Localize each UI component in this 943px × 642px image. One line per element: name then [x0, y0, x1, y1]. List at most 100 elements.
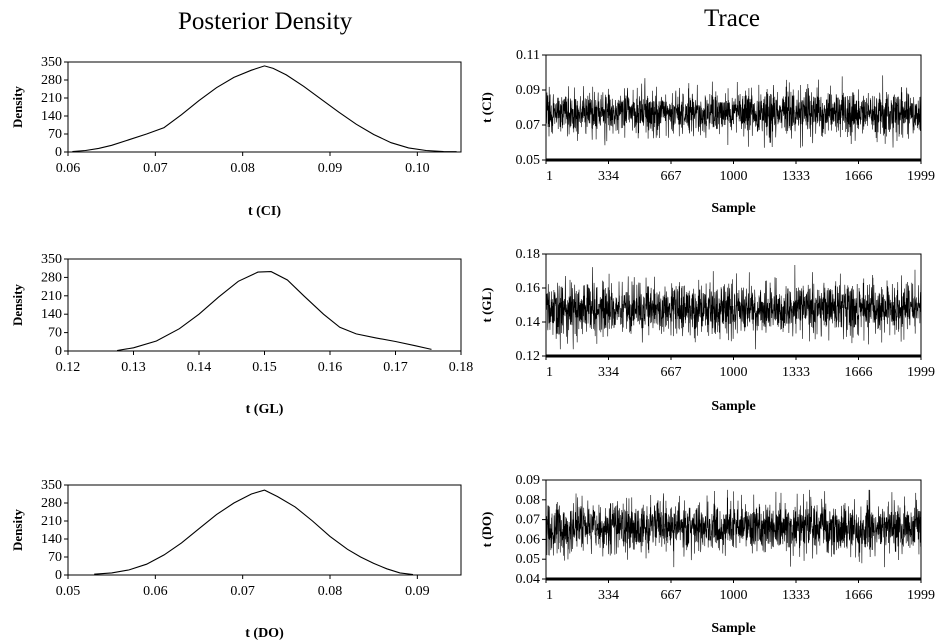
y-axis-label: t (CI) — [479, 92, 494, 123]
y-axis-label: Density — [10, 509, 25, 551]
x-tick-label: 1999 — [907, 169, 935, 184]
x-tick-label: 667 — [661, 169, 682, 184]
y-tick-label: 0 — [55, 568, 62, 583]
trace-line — [545, 75, 922, 148]
x-tick-label: 0.13 — [121, 360, 146, 375]
x-axis-label: t (GL) — [246, 402, 284, 417]
trace-line — [545, 489, 922, 568]
y-tick-label: 140 — [41, 532, 62, 547]
density-curve — [94, 489, 414, 576]
y-tick-label: 0.11 — [516, 48, 540, 63]
y-tick-label: 350 — [41, 252, 62, 267]
x-tick-label: 0.07 — [230, 584, 255, 599]
x-axis-label: Sample — [711, 201, 755, 216]
y-tick-label: 70 — [48, 127, 62, 142]
x-tick-label: 0.16 — [318, 360, 343, 375]
x-tick-label: 1000 — [720, 169, 748, 184]
y-tick-label: 0.06 — [516, 532, 541, 547]
x-axis-label: t (DO) — [245, 626, 284, 641]
panel-trace-t-gl-: 0.12 0.14 0.16 0.18 1 334 667 1000 1333 1666 1999 S… — [479, 247, 935, 414]
y-tick-label: 0.07 — [516, 513, 541, 528]
x-axis-label: Sample — [711, 399, 755, 414]
y-tick-label: 70 — [48, 326, 62, 341]
x-tick-label: 1 — [546, 365, 553, 380]
x-tick-label: 1333 — [782, 365, 810, 380]
x-tick-label: 667 — [661, 588, 682, 603]
y-axis-label: t (GL) — [479, 287, 494, 322]
x-tick-label: 0.06 — [56, 161, 81, 176]
plot-frame — [67, 61, 462, 153]
x-tick-label: 1999 — [907, 588, 935, 603]
panel-density-density: 0 70 140 210 280 350 0.12 0.13 0.14 0.15 0.16 0.17 0… — [10, 252, 473, 417]
y-tick-label: 70 — [48, 550, 62, 565]
y-tick-label: 0.12 — [516, 349, 541, 364]
y-tick-label: 0.16 — [516, 281, 541, 296]
y-tick-label: 0.04 — [516, 572, 541, 587]
x-tick-label: 1000 — [720, 588, 748, 603]
x-tick-label: 0.07 — [143, 161, 168, 176]
y-tick-label: 0.09 — [516, 83, 541, 98]
y-tick-label: 210 — [41, 289, 62, 304]
panel-trace-t-do-: 0.04 0.05 0.06 0.07 0.08 0.09 1 334 667 1000 1333 1… — [479, 473, 935, 636]
y-tick-label: 0 — [55, 344, 62, 359]
y-tick-label: 0.09 — [516, 473, 541, 488]
x-tick-label: 0.15 — [252, 360, 277, 375]
x-tick-label: 1 — [546, 588, 553, 603]
y-tick-label: 210 — [41, 91, 62, 106]
y-tick-label: 140 — [41, 109, 62, 124]
panel-density-density: 0 70 140 210 280 350 0.06 0.07 0.08 0.09 0.10 t (CI… — [10, 55, 462, 219]
y-axis-label: Density — [10, 284, 25, 326]
density-curve — [72, 65, 457, 153]
x-tick-label: 0.08 — [318, 584, 343, 599]
x-tick-label: 1666 — [845, 365, 873, 380]
x-tick-label: 0.10 — [405, 161, 430, 176]
y-tick-label: 280 — [41, 496, 62, 511]
density-curve — [117, 271, 432, 352]
x-tick-label: 0.09 — [405, 584, 430, 599]
x-tick-label: 667 — [661, 365, 682, 380]
x-tick-label: 334 — [598, 169, 619, 184]
y-tick-label: 210 — [41, 514, 62, 529]
panel-trace-t-ci-: 0.05 0.07 0.09 0.11 1 334 667 1000 1333 1666 1999 S… — [479, 48, 935, 216]
x-tick-label: 0.05 — [56, 584, 81, 599]
x-tick-label: 0.14 — [187, 360, 212, 375]
y-tick-label: 0.08 — [516, 493, 541, 508]
x-tick-label: 1999 — [907, 365, 935, 380]
y-tick-label: 280 — [41, 73, 62, 88]
plot-frame — [67, 484, 462, 576]
x-tick-label: 334 — [598, 365, 619, 380]
trace-line — [545, 265, 922, 350]
y-tick-label: 0.05 — [516, 552, 541, 567]
posterior-density-title: Posterior Density — [178, 8, 353, 35]
panel-density-density: 0 70 140 210 280 350 0.05 0.06 0.07 0.08 0.09 t (DO… — [10, 478, 462, 641]
y-axis-label: t (DO) — [479, 512, 494, 548]
x-axis-label: t (CI) — [248, 204, 281, 219]
x-tick-label: 0.06 — [143, 584, 168, 599]
y-tick-label: 350 — [41, 55, 62, 70]
plot-frame — [67, 258, 462, 352]
x-tick-label: 0.09 — [318, 161, 343, 176]
y-tick-label: 0.05 — [516, 153, 541, 168]
x-tick-label: 1666 — [845, 169, 873, 184]
x-tick-label: 334 — [598, 588, 619, 603]
x-tick-label: 1333 — [782, 588, 810, 603]
x-axis-label: Sample — [711, 621, 755, 636]
x-tick-label: 1666 — [845, 588, 873, 603]
y-axis-label: Density — [10, 86, 25, 128]
y-tick-label: 140 — [41, 307, 62, 322]
y-tick-label: 350 — [41, 478, 62, 493]
x-tick-label: 0.18 — [449, 360, 474, 375]
x-tick-label: 0.12 — [56, 360, 81, 375]
trace-title: Trace — [704, 5, 761, 32]
x-tick-label: 0.17 — [383, 360, 408, 375]
x-tick-label: 1 — [546, 169, 553, 184]
y-tick-label: 0 — [55, 145, 62, 160]
x-tick-label: 1333 — [782, 169, 810, 184]
y-tick-label: 0.07 — [516, 118, 541, 133]
y-tick-label: 0.18 — [516, 247, 541, 262]
y-tick-label: 280 — [41, 270, 62, 285]
y-tick-label: 0.14 — [516, 315, 541, 330]
x-tick-label: 1000 — [720, 365, 748, 380]
x-tick-label: 0.08 — [230, 161, 255, 176]
